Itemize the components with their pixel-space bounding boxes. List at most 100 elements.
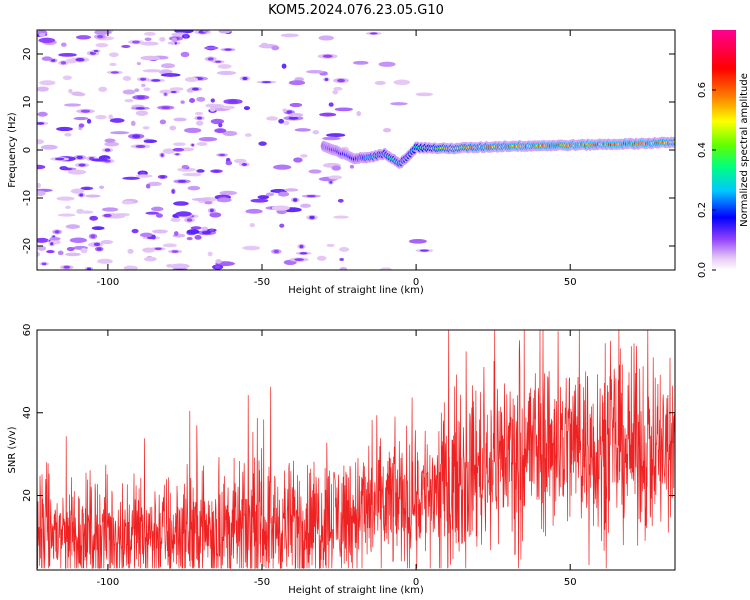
spectrogram-noise-cell (249, 222, 255, 228)
spectrogram-noise-cell (289, 102, 303, 108)
spectrogram-noise-core (61, 166, 66, 170)
spectrogram-noise-cell (99, 185, 105, 189)
spectrogram-noise-cell (216, 70, 237, 76)
spectrogram-noise-core (136, 95, 146, 100)
spectrogram-noise-core (104, 148, 111, 152)
spectrogram-noise-cell (173, 117, 187, 122)
spectrogram-noise-cell (306, 69, 325, 74)
spectrogram-noise-cell (62, 75, 72, 81)
x-tick-label: 50 (564, 277, 577, 288)
spectrogram-noise-cell (140, 41, 159, 46)
spectrogram-noise-cell (189, 97, 196, 103)
spectrogram-noise-cell (184, 127, 202, 133)
spectrogram-noise-cell (390, 102, 408, 106)
spectrogram-noise-cell (332, 90, 339, 95)
spectrogram-noise-cell (194, 111, 204, 116)
spectrogram-noise-core (219, 153, 226, 157)
spectrogram-noise-cell (143, 31, 156, 36)
spectrogram-noise-core (293, 198, 298, 202)
spectrogram-noise-cell (151, 206, 164, 212)
spectrogram-noise-cell (196, 169, 205, 173)
spectrogram-noise-core (183, 34, 188, 38)
spectrogram-noise-cell (300, 154, 308, 158)
x-tick-label: 50 (564, 577, 577, 588)
spectrogram-noise-cell (66, 246, 75, 252)
spectrogram-noise-core (154, 247, 162, 250)
spectrogram-noise-core (306, 195, 317, 198)
spectrogram-noise-cell (194, 235, 202, 240)
spectrogram-noise-core (37, 122, 45, 125)
spectrogram-noise-cell (378, 61, 396, 67)
spectrogram-noise-core (176, 202, 185, 206)
spectrogram-noise-cell (162, 243, 177, 248)
spectrogram-noise-cell (186, 229, 200, 235)
spectrogram-noise-cell (37, 245, 47, 251)
spectrogram-noise-cell (147, 181, 162, 187)
spectrogram-noise-core (209, 229, 215, 232)
spectrogram-noise-cell (68, 88, 73, 94)
spectrogram-noise-core (299, 252, 308, 255)
spectrogram-noise-cell (218, 30, 231, 34)
spectrogram-noise-core (337, 78, 346, 83)
spectrogram-noise-core (186, 218, 193, 222)
spectrogram-noise-cell (37, 139, 45, 145)
spectrogram-noise-cell (216, 197, 232, 203)
spectrogram-noise-cell (322, 136, 341, 141)
spectrogram-noise-cell (408, 238, 427, 244)
spectrogram-noise-core (175, 153, 180, 156)
x-tick-label: -100 (97, 577, 120, 588)
spectrogram-noise-core (192, 87, 199, 91)
spectrogram-noise-cell (37, 190, 46, 196)
spectrogram-noise-cell (122, 75, 132, 82)
spectrogram-noise-cell (110, 131, 130, 135)
snr-frame (36, 329, 676, 571)
spectrogram-noise-cell (190, 226, 202, 230)
spectrogram-noise-cell (181, 164, 189, 169)
spectrogram-noise-cell (160, 63, 176, 69)
spectrogram-noise-cell (56, 196, 75, 201)
spectrogram-noise-cell (209, 212, 222, 218)
spectrogram-noise-cell (78, 123, 85, 128)
y-tick-label: 10 (22, 96, 33, 109)
y-tick-label: 60 (22, 324, 33, 337)
spectrogram-noise-cell (86, 118, 92, 124)
spectrogram-marks (37, 30, 675, 270)
spectrogram-noise-cell (143, 87, 151, 92)
spectrogram-noise-cell (80, 210, 94, 214)
spectrogram-noise-cell (37, 252, 40, 257)
y-tick-label: 20 (22, 489, 33, 502)
spectrogram-noise-cell (234, 158, 247, 164)
spectrogram-noise-cell (151, 234, 156, 240)
spectrogram-noise-cell (219, 190, 238, 196)
spectrogram-noise-cell (266, 116, 279, 121)
colorbar-tick-label: 0.4 (697, 142, 708, 158)
snr-plot-area (37, 330, 675, 569)
spectrogram-noise-cell (308, 169, 322, 174)
spectrogram-noise-cell (209, 103, 225, 109)
spectrogram-noise-cell (180, 100, 185, 104)
spectrogram-noise-cell (328, 175, 343, 180)
spectrogram-noise-cell (318, 35, 334, 41)
spectrogram-noise-core (419, 249, 429, 252)
spectrogram-noise-core (171, 250, 179, 253)
spectrogram-noise-core (54, 157, 65, 161)
spectrogram-noise-cell (63, 103, 82, 107)
spectrogram-noise-cell (170, 263, 190, 269)
spectrogram-noise-core (48, 250, 53, 253)
spectrogram-noise-core (60, 61, 67, 65)
spectrogram-noise-cell (202, 30, 209, 33)
spectrogram-noise-cell (124, 99, 134, 103)
spectrogram-noise-cell (121, 44, 131, 49)
spectrogram-noise-cell (94, 30, 112, 35)
spectrogram-noise-core (329, 103, 333, 107)
spectrogram-noise-cell (187, 185, 201, 191)
spectrogram-noise-core (54, 230, 60, 234)
spectrogram-noise-cell (104, 141, 120, 147)
spectrogram-noise-cell (331, 165, 342, 171)
spectrogram-noise-cell (39, 80, 56, 86)
spectrogram-noise-cell (316, 255, 327, 261)
spectrogram-noise-cell (339, 267, 348, 270)
spectrogram-noise-core (78, 163, 86, 167)
spectrogram-noise-core (135, 107, 146, 110)
